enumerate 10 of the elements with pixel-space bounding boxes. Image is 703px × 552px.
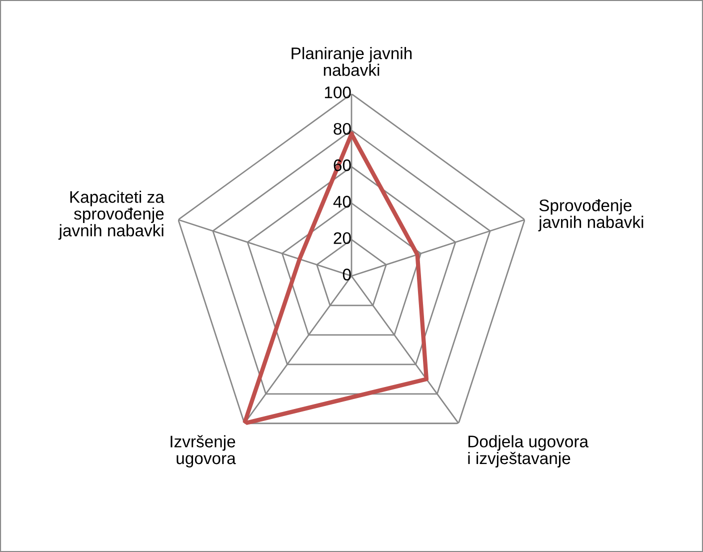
y-tick-label: 80: [334, 122, 351, 135]
spoke-label: Dodjela ugovora i izvještavanje: [468, 435, 589, 468]
spoke-label: Planiranje javnih nabavki: [292, 46, 412, 76]
spoke-label: Izvršenje ugovora: [170, 435, 236, 468]
y-tick-label: 40: [333, 196, 351, 208]
spoke-label: Kapaciteti za sprovođenje javnih nabavki: [58, 190, 164, 240]
spoke-label: Sprovođenje javnih nabavki: [538, 199, 644, 232]
y-tick-label: 20: [334, 232, 351, 244]
y-tick-label: 100: [324, 86, 351, 98]
y-tick-label: 0: [342, 268, 351, 280]
